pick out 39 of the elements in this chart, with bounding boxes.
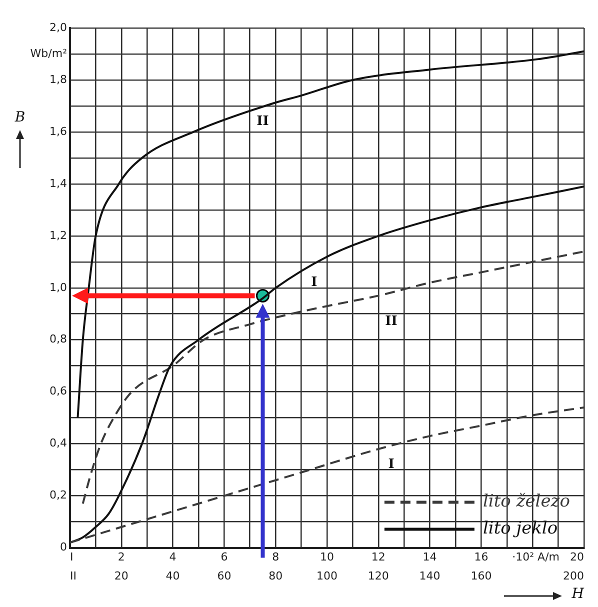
- annotation: II: [256, 114, 269, 129]
- x-tick-label: 6: [220, 550, 228, 564]
- x2-tick-label: 120: [368, 569, 389, 582]
- x2-tick-label: 200: [563, 569, 584, 582]
- x2-tick-label: II: [70, 569, 76, 582]
- x2-tick-label: 80: [268, 569, 283, 582]
- x2-tick-label: 140: [419, 569, 440, 582]
- x2-tick-label: 20: [114, 569, 128, 582]
- x-tick-label: 16: [474, 550, 488, 564]
- y-tick-label: 1,6: [50, 124, 67, 138]
- y-axis-title: B: [14, 110, 26, 126]
- y-tick-label: 1,4: [50, 176, 67, 190]
- line-series: [70, 186, 584, 544]
- y-tick-label: Wb/m²: [30, 46, 67, 60]
- y-tick-label: 0: [60, 540, 67, 554]
- x2-tick-label: 160: [470, 569, 492, 582]
- y-tick-label: 0,6: [50, 384, 67, 398]
- x2-tick-label: 100: [316, 569, 338, 582]
- x-axis-title: H: [570, 586, 585, 602]
- y-tick-label: 1,8: [50, 72, 67, 86]
- y-tick-label: 0,2: [50, 488, 67, 502]
- x-tick-label: ·10² A/m 20: [512, 550, 584, 564]
- y-tick-label: 1,0: [50, 280, 67, 294]
- x-tick-label: I: [70, 550, 74, 564]
- x-tick-label: 4: [169, 550, 176, 564]
- x-tick-label: 2: [118, 550, 125, 564]
- y-tick-label: 0,8: [50, 332, 67, 346]
- y-tick-label: 2,0: [50, 20, 67, 34]
- x-tick-label: 12: [371, 550, 386, 564]
- x-tick-label: 14: [422, 550, 437, 564]
- x-tick-label: 10: [320, 550, 334, 564]
- annotation: I: [388, 457, 394, 472]
- y-tick-label: 0,4: [50, 436, 67, 450]
- annotation: I: [311, 275, 318, 290]
- x2-tick-label: 40: [166, 569, 180, 582]
- x2-tick-label: 60: [217, 569, 232, 582]
- x-tick-label: 8: [272, 550, 280, 564]
- annotation: II: [385, 314, 398, 330]
- y-tick-label: 1,2: [50, 228, 67, 242]
